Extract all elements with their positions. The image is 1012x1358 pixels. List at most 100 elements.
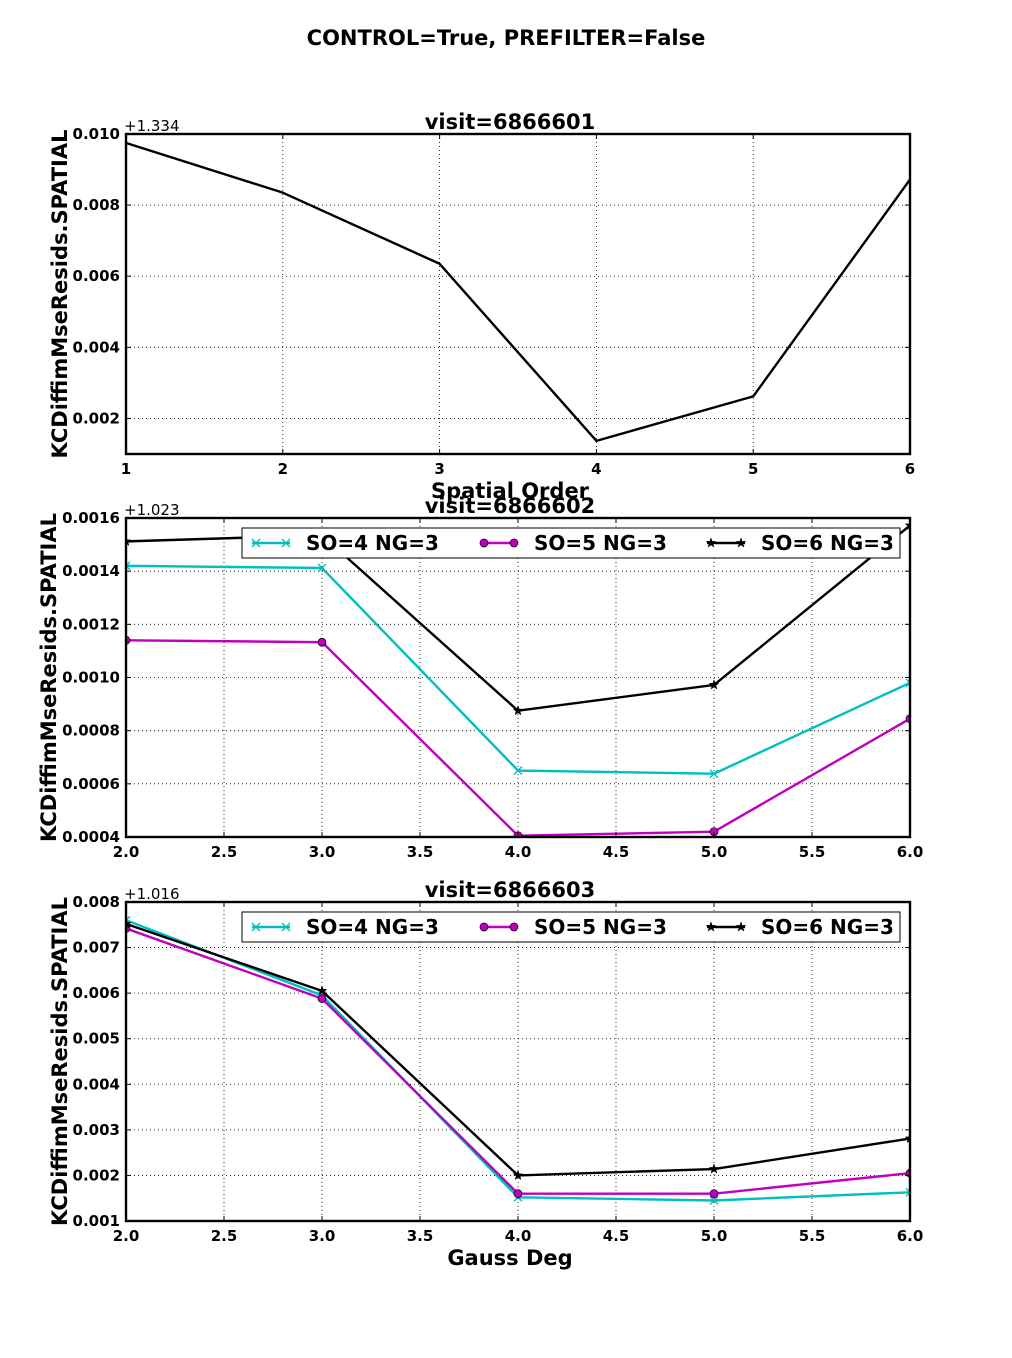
chart-panel-3: 2.0 2.5 3.0 3.5 4.0 4.5 5.0 5.5 6.0 0.001 0.002 0.0… bbox=[48, 878, 923, 1270]
marker-x bbox=[709, 1195, 719, 1205]
y-offset-text: +1.023 bbox=[124, 501, 180, 519]
marker-x bbox=[251, 538, 261, 548]
legend-label-2: SO=5 NG=3 bbox=[534, 915, 667, 939]
x-tick-label: 6.0 bbox=[897, 1227, 924, 1245]
x-tick-label: 3.0 bbox=[309, 1227, 336, 1245]
y-tick-label: 0.0006 bbox=[62, 775, 120, 793]
legend-label-1: SO=4 NG=3 bbox=[306, 531, 439, 555]
marker-x bbox=[709, 769, 719, 779]
plot-area bbox=[126, 915, 910, 1205]
y-tick-label: 0.006 bbox=[73, 984, 120, 1002]
marker-star bbox=[708, 1163, 720, 1174]
x-tick-label: 3.5 bbox=[407, 1227, 434, 1245]
x-tick-label: 5.5 bbox=[799, 1227, 826, 1245]
y-tick-label: 0.0010 bbox=[62, 669, 120, 687]
y-tick-label: 0.008 bbox=[73, 893, 120, 911]
y-tick-label: 0.002 bbox=[73, 1166, 120, 1184]
y-offset-text: +1.334 bbox=[124, 117, 180, 135]
x-tick-label: 4 bbox=[591, 460, 601, 478]
x-axis-label: Spatial Order bbox=[431, 479, 590, 503]
y-tick-label: 0.006 bbox=[73, 267, 120, 285]
x-tick-label: 3.0 bbox=[309, 843, 336, 861]
marker-circle bbox=[513, 1189, 523, 1199]
y-axis-label: KCDiffimMseResids.SPATIAL bbox=[37, 513, 61, 842]
marker-x bbox=[905, 1187, 910, 1197]
y-tick-label: 0.0004 bbox=[62, 828, 120, 846]
x-tick-label: 5.5 bbox=[799, 843, 826, 861]
marker-x bbox=[513, 766, 523, 776]
marker-star bbox=[705, 921, 717, 932]
x-tick-label: 3.5 bbox=[407, 843, 434, 861]
x-tick-label: 6 bbox=[905, 460, 915, 478]
x-tick-label: 2.5 bbox=[211, 843, 238, 861]
marker-x bbox=[317, 563, 327, 573]
y-tick-label: 0.007 bbox=[73, 939, 120, 957]
legend-label-3: SO=6 NG=3 bbox=[761, 915, 894, 939]
marker-star bbox=[735, 921, 747, 932]
y-tick-label: 0.0016 bbox=[62, 509, 120, 527]
x-tick-label: 5.0 bbox=[701, 843, 728, 861]
x-tick-label: 3 bbox=[434, 460, 444, 478]
panel-title: visit=6866601 bbox=[425, 110, 596, 134]
x-tick-label: 4.0 bbox=[505, 1227, 532, 1245]
legend-box bbox=[241, 911, 901, 943]
marker-x bbox=[281, 538, 291, 548]
x-tick-label: 5 bbox=[748, 460, 758, 478]
series-line-1 bbox=[126, 141, 910, 443]
x-tick-label: 4.5 bbox=[603, 843, 630, 861]
marker-star bbox=[735, 537, 747, 548]
chart-panel-2: 2.0 2.5 3.0 3.5 4.0 4.5 5.0 5.5 6.0 0.0004 0.0006 0… bbox=[37, 494, 923, 861]
y-tick-label: 0.004 bbox=[73, 1075, 120, 1093]
y-tick-label: 0.001 bbox=[73, 1212, 120, 1230]
x-tick-label: 2.0 bbox=[113, 1227, 140, 1245]
y-tick-label: 0.0014 bbox=[62, 562, 120, 580]
marker-circle bbox=[317, 637, 327, 647]
x-tick-label: 4.0 bbox=[505, 843, 532, 861]
y-offset-text: +1.016 bbox=[124, 885, 180, 903]
marker-circle bbox=[317, 994, 327, 1003]
legend-label-1: SO=4 NG=3 bbox=[306, 915, 439, 939]
axes-frame bbox=[124, 132, 912, 456]
x-tick-label: 4.5 bbox=[603, 1227, 630, 1245]
marker-x bbox=[905, 678, 910, 688]
x-tick-label: 2.0 bbox=[113, 843, 140, 861]
y-tick-label: 0.004 bbox=[73, 338, 120, 356]
y-tick-label: 0.0008 bbox=[62, 722, 120, 740]
marker-x bbox=[281, 922, 291, 932]
y-tick-label: 0.010 bbox=[73, 125, 120, 143]
panels: 1 2 3 4 5 6 0.002 0.004 0.006 0.008 0.010 +1.334 vis… bbox=[37, 110, 923, 1270]
marker-circle bbox=[479, 538, 489, 548]
panel-title: visit=6866602 bbox=[425, 494, 596, 518]
marker-circle bbox=[479, 922, 489, 932]
x-tick-label: 5.0 bbox=[701, 1227, 728, 1245]
x-tick-label: 2 bbox=[278, 460, 288, 478]
marker-star bbox=[708, 679, 720, 690]
marker-circle bbox=[509, 922, 519, 932]
y-axis-label: KCDiffimMseResids.SPATIAL bbox=[48, 130, 72, 459]
panel-title: visit=6866603 bbox=[425, 878, 596, 902]
marker-star bbox=[316, 985, 328, 996]
marker-star bbox=[512, 704, 524, 716]
y-axis-label: KCDiffimMseResids.SPATIAL bbox=[48, 897, 72, 1226]
x-tick-label: 6.0 bbox=[897, 843, 924, 861]
y-tick-label: 0.002 bbox=[73, 409, 120, 427]
legend-box bbox=[241, 527, 901, 559]
plot-area bbox=[126, 141, 910, 443]
marker-star bbox=[705, 537, 717, 548]
marker-circle bbox=[509, 538, 519, 548]
x-tick-label: 2.5 bbox=[211, 1227, 238, 1245]
legend: SO=4 NG=3 SO=5 NG=3 SO=6 NG=3 bbox=[241, 527, 901, 559]
y-tick-label: 0.0012 bbox=[62, 615, 120, 633]
legend-label-2: SO=5 NG=3 bbox=[534, 531, 667, 555]
chart-panel-1: 1 2 3 4 5 6 0.002 0.004 0.006 0.008 0.010 +1.334 vis… bbox=[48, 110, 915, 503]
marker-x bbox=[126, 561, 131, 571]
x-axis-label: Gauss Deg bbox=[447, 1246, 572, 1270]
legend: SO=4 NG=3 SO=5 NG=3 SO=6 NG=3 bbox=[241, 911, 901, 943]
y-tick-label: 0.008 bbox=[73, 196, 120, 214]
marker-circle bbox=[709, 1189, 719, 1199]
marker-x bbox=[251, 922, 261, 932]
x-tick-label: 1 bbox=[121, 460, 131, 478]
y-tick-label: 0.005 bbox=[73, 1030, 120, 1048]
